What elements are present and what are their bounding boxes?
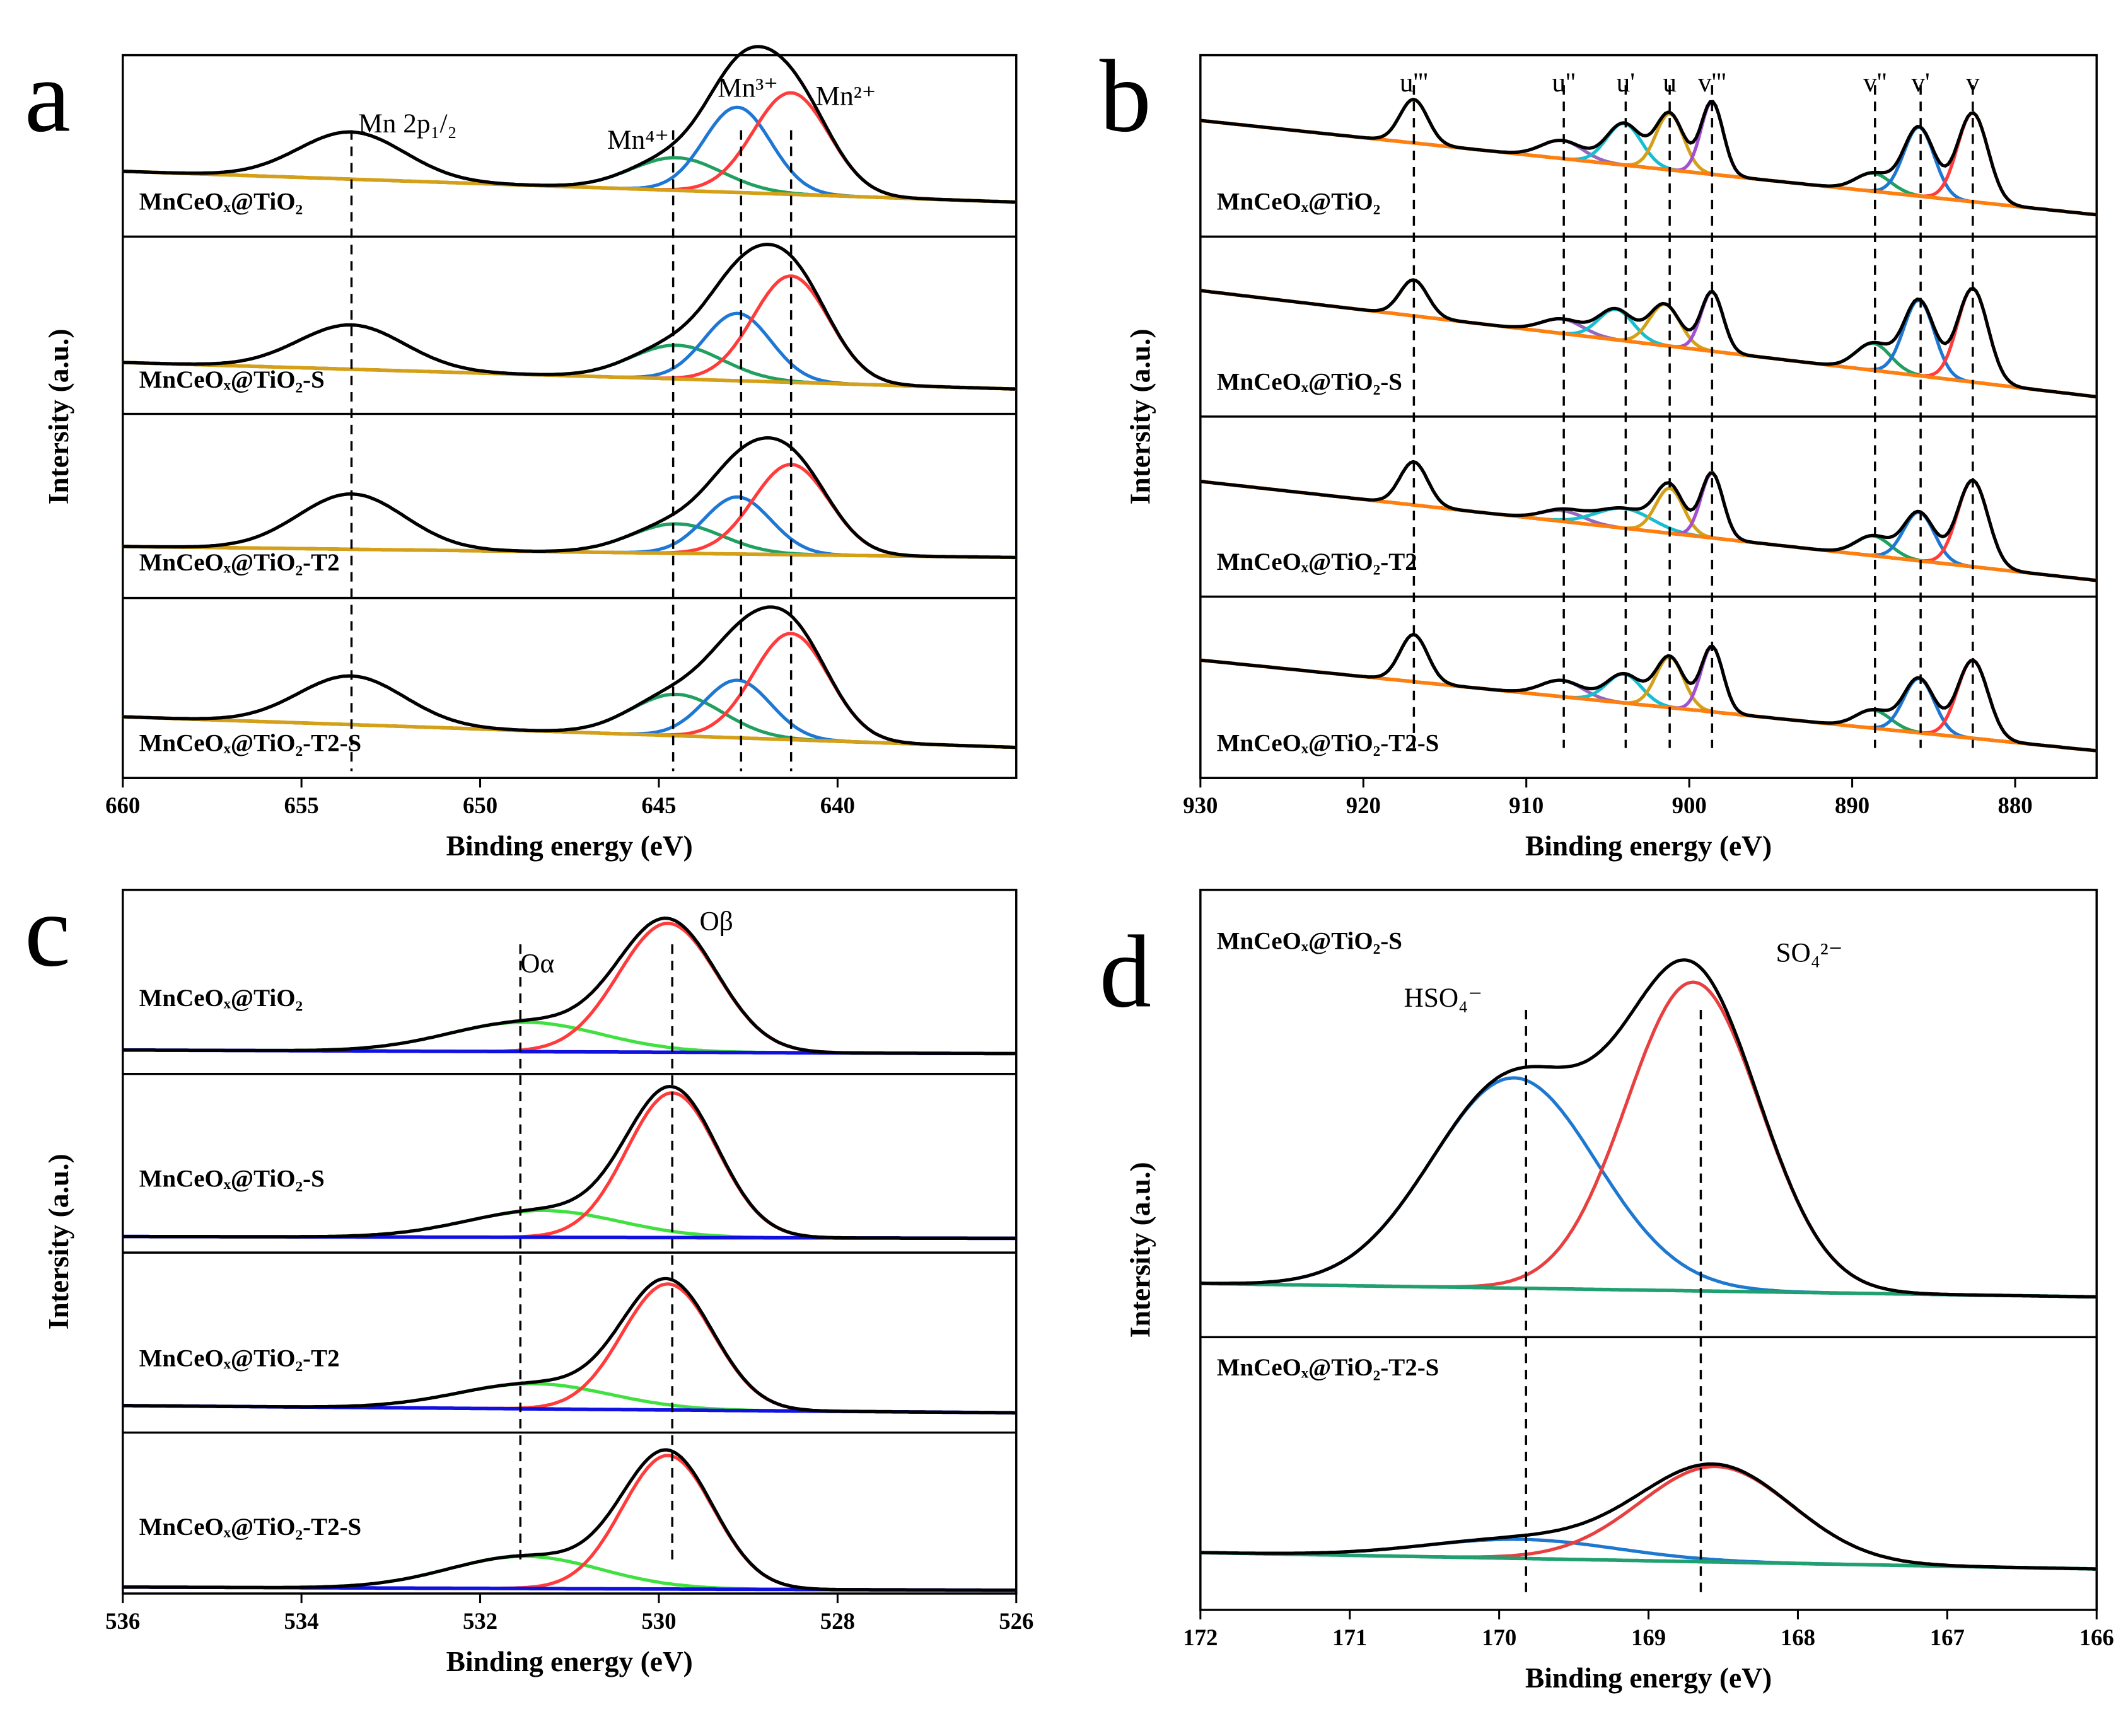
x-tick-label: 536 — [105, 1608, 140, 1634]
peak-label: v — [1966, 67, 1980, 98]
x-tick-label: 890 — [1835, 792, 1869, 818]
peak-label: Mn⁴⁺ — [607, 125, 669, 155]
sample-label: MnCeOₓ@TiO₂-T2 — [139, 549, 340, 576]
fit-component — [1200, 980, 2097, 1299]
x-axis-label: Binding energy (eV) — [446, 1646, 693, 1677]
envelope — [1200, 460, 2097, 582]
plot-frame — [1199, 888, 2098, 1611]
envelope — [1200, 632, 2097, 753]
sample-label: MnCeOₓ@TiO₂-S — [139, 366, 325, 393]
background — [122, 169, 1016, 204]
x-tick-label: 660 — [105, 792, 140, 818]
y-axis-label: Intersity (a.u.) — [43, 328, 74, 504]
panel-label: d — [1100, 913, 1151, 1029]
peak-label: u — [1663, 67, 1677, 98]
envelope — [1200, 958, 2097, 1299]
peak-label: Oα — [520, 949, 554, 979]
envelope — [1200, 1462, 2097, 1571]
sample-label: MnCeOₓ@TiO₂-T2 — [1217, 548, 1417, 576]
background — [122, 715, 1016, 749]
x-tick-label: 530 — [641, 1608, 676, 1634]
envelope — [1200, 97, 2097, 217]
x-axis-label: Binding energy (eV) — [1525, 1662, 1772, 1694]
x-tick-label: 880 — [1997, 792, 2032, 818]
sample-label: MnCeOₓ@TiO₂-T2-S — [139, 730, 362, 757]
x-tick-label: 169 — [1631, 1624, 1666, 1650]
y-axis-label: Intersity (a.u.) — [1124, 1162, 1156, 1338]
panel-label: c — [25, 873, 71, 988]
envelope — [122, 605, 1016, 749]
x-tick-label: 920 — [1346, 792, 1381, 818]
y-axis-label: Intersity (a.u.) — [43, 1154, 74, 1329]
peak-label: v'' — [1863, 67, 1887, 98]
x-tick-label: 172 — [1183, 1624, 1218, 1650]
x-tick-label: 171 — [1332, 1624, 1367, 1650]
envelope — [122, 1276, 1016, 1415]
x-tick-label: 526 — [999, 1608, 1033, 1634]
x-tick-label: 167 — [1930, 1624, 1965, 1650]
sample-label: MnCeOₓ@TiO₂ — [1217, 188, 1381, 215]
x-tick-label: 655 — [284, 792, 319, 818]
x-tick-label: 534 — [284, 1608, 319, 1634]
envelope — [122, 917, 1016, 1056]
x-tick-label: 166 — [2079, 1624, 2114, 1650]
x-tick-label: 650 — [463, 792, 497, 818]
envelope — [122, 436, 1016, 559]
peak-label: u' — [1617, 67, 1635, 98]
x-tick-label: 528 — [820, 1608, 855, 1634]
sample-label: MnCeOₓ@TiO₂ — [139, 188, 303, 215]
envelope — [1200, 278, 2097, 399]
peak-label: Mn 2p₁/₂ — [358, 108, 456, 139]
fit-component — [122, 463, 1016, 559]
x-tick-label: 170 — [1482, 1624, 1516, 1650]
peak-label: HSO₄⁻ — [1404, 983, 1482, 1013]
sample-label: MnCeOₓ@TiO₂-T2-S — [139, 1513, 362, 1541]
envelope — [122, 1084, 1016, 1240]
x-tick-label: 930 — [1183, 792, 1218, 818]
sample-label: MnCeOₓ@TiO₂-S — [1217, 368, 1402, 395]
envelope — [122, 1448, 1016, 1592]
plot-frame — [121, 54, 1018, 779]
envelope — [122, 243, 1016, 391]
envelope — [122, 45, 1016, 204]
x-tick-label: 910 — [1509, 792, 1544, 818]
background — [122, 545, 1016, 560]
peak-label: u''' — [1400, 67, 1428, 98]
plot-frame — [121, 888, 1018, 1595]
peak-label: v' — [1911, 67, 1929, 98]
sample-label: MnCeOₓ@TiO₂ — [139, 985, 303, 1012]
peak-label: SO₄²⁻ — [1776, 937, 1842, 968]
fit-component — [122, 1554, 1016, 1592]
sample-label: MnCeOₓ@TiO₂-T2 — [139, 1345, 340, 1372]
x-tick-label: 532 — [463, 1608, 497, 1634]
x-tick-label: 168 — [1781, 1624, 1815, 1650]
x-tick-label: 640 — [820, 792, 855, 818]
panel-label: a — [25, 38, 71, 154]
sample-label: MnCeOₓ@TiO₂-T2-S — [1217, 729, 1439, 756]
sample-label: MnCeOₓ@TiO₂-S — [139, 1166, 325, 1193]
peak-label: v''' — [1698, 67, 1726, 98]
x-axis-label: Binding energy (eV) — [446, 830, 693, 862]
peak-label: Mn²⁺ — [816, 81, 876, 112]
panel-label: b — [1100, 38, 1151, 154]
x-tick-label: 900 — [1672, 792, 1707, 818]
y-axis-label: Intersity (a.u.) — [1124, 328, 1156, 504]
sample-label: MnCeOₓ@TiO₂-S — [1217, 928, 1402, 955]
peak-label: u'' — [1552, 67, 1576, 98]
x-axis-label: Binding energy (eV) — [1525, 830, 1772, 862]
x-tick-label: 645 — [641, 792, 676, 818]
background — [122, 361, 1016, 391]
sample-label: MnCeOₓ@TiO₂-T2-S — [1217, 1354, 1439, 1381]
peak-label: Mn³⁺ — [718, 73, 778, 103]
peak-label: Oβ — [699, 906, 733, 937]
